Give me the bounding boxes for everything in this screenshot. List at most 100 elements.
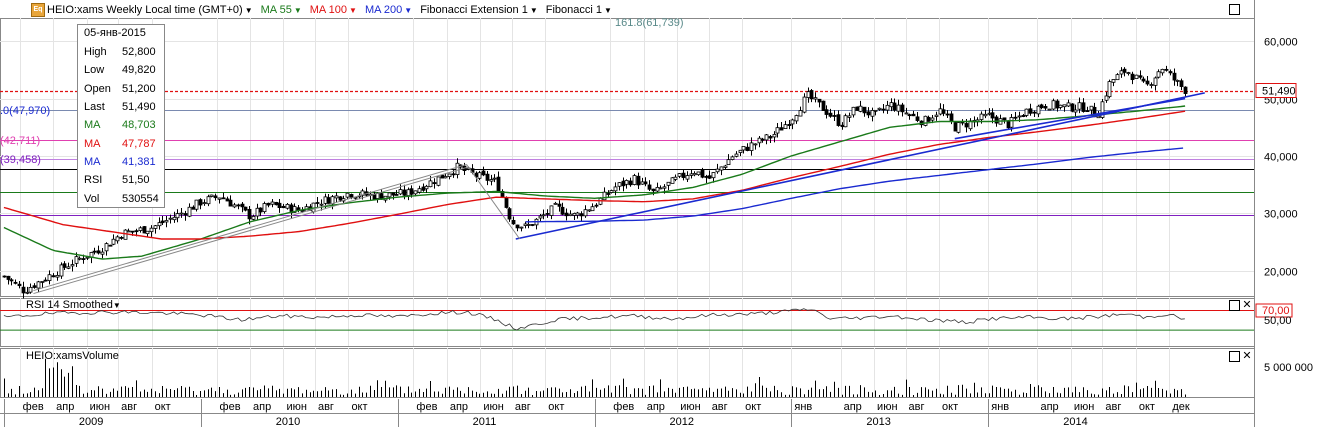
- rsi-layer: [0, 308, 1254, 331]
- candle-body: [345, 192, 350, 198]
- chart-header: Eq HEIO:xams Weekly Local time (GMT+0) ▼…: [28, 2, 615, 18]
- volume-layer: [4, 358, 1186, 397]
- candle-body: [809, 90, 814, 100]
- candle-body: [323, 196, 328, 204]
- candle-body: [760, 138, 765, 141]
- candle-body: [877, 107, 882, 110]
- candle-body: [32, 285, 37, 288]
- candle-body: [1043, 106, 1048, 109]
- candle-body: [538, 215, 543, 219]
- info-value: 51,50: [122, 174, 150, 187]
- instrument-menu[interactable]: Eq HEIO:xams Weekly Local time (GMT+0) ▼: [28, 3, 256, 17]
- candle-body: [813, 97, 818, 100]
- candle-body: [504, 197, 509, 208]
- maximize-volume-panel-button[interactable]: [1229, 351, 1240, 362]
- candle-body: [1134, 74, 1139, 79]
- fibonacci-menu[interactable]: Fibonacci 1 ▼: [543, 4, 615, 16]
- candle-body: [821, 100, 826, 111]
- candle-body: [191, 206, 196, 210]
- candle-body: [1183, 86, 1188, 94]
- close-rsi-panel-icon[interactable]: ✕: [1242, 299, 1252, 311]
- candle-body: [1073, 109, 1078, 113]
- candle-body: [1096, 115, 1101, 119]
- candle-body: [447, 173, 452, 177]
- candle-body: [232, 204, 237, 208]
- candle-body: [1009, 117, 1014, 128]
- candle-body: [787, 124, 792, 126]
- candle-body: [519, 226, 524, 229]
- candle-body: [707, 175, 712, 179]
- candle-body: [1164, 68, 1169, 71]
- candle-body: [443, 176, 448, 179]
- candle-body: [1126, 72, 1131, 74]
- candle-body: [730, 156, 735, 160]
- info-key: Low: [84, 64, 105, 77]
- rsi-title[interactable]: RSI 14 Smoothed▼: [26, 299, 121, 311]
- ma55-menu[interactable]: MA 55 ▼: [258, 4, 305, 16]
- ma100-menu[interactable]: MA 100 ▼: [307, 4, 360, 16]
- candle-body: [621, 180, 626, 187]
- candle-body: [636, 175, 641, 186]
- candle-body: [43, 279, 48, 282]
- info-row: MA 48,703: [78, 116, 164, 134]
- candle-body: [624, 180, 629, 185]
- candle-body: [47, 274, 52, 281]
- x-month-label: фев: [220, 401, 241, 413]
- candle-body: [40, 281, 45, 283]
- info-key: MA: [84, 155, 101, 168]
- maximize-main-panel-button[interactable]: [1229, 4, 1240, 15]
- candle-body: [715, 168, 720, 173]
- candle-body: [1115, 74, 1120, 81]
- y-tick-label: 60,000: [1264, 37, 1298, 49]
- ma200-menu[interactable]: MA 200 ▼: [362, 4, 415, 16]
- x-month-label: апр: [1040, 401, 1058, 413]
- candle-body: [1028, 108, 1033, 114]
- candle-body: [775, 127, 780, 134]
- panel-frame: [0, 348, 1255, 398]
- candle-body: [790, 119, 795, 125]
- close-volume-panel-icon[interactable]: ✕: [1242, 350, 1252, 362]
- candle-body: [662, 186, 667, 189]
- candle-body: [885, 104, 890, 111]
- candle-body: [692, 173, 697, 176]
- candle-body: [334, 195, 339, 199]
- candle-body: [568, 213, 573, 217]
- candle-body: [236, 204, 241, 207]
- candle-body: [436, 176, 441, 186]
- info-value: 41,381: [122, 155, 156, 168]
- candle-body: [738, 149, 743, 153]
- ma-line-ma-200: [525, 147, 1184, 223]
- candle-body: [134, 230, 139, 233]
- candle-body: [1100, 101, 1105, 118]
- candle-body: [451, 173, 456, 176]
- info-key: Last: [84, 101, 105, 114]
- info-value: 51,490: [122, 101, 156, 114]
- x-month-label: янв: [794, 401, 812, 413]
- candle-body: [25, 291, 30, 294]
- info-value: 52,800: [122, 46, 156, 59]
- candle-body: [153, 225, 158, 229]
- candle-body: [1145, 80, 1150, 85]
- info-date: 05-янв-2015: [84, 27, 146, 39]
- moving-averages-layer: [3, 105, 1186, 260]
- candle-body: [602, 191, 607, 201]
- y-tick-label: 40,000: [1264, 152, 1298, 164]
- x-month-label: окт: [351, 401, 367, 413]
- candle-body: [240, 203, 245, 208]
- trendline: [515, 92, 1205, 240]
- candle-body: [428, 180, 433, 188]
- candle-body: [270, 201, 275, 205]
- candle-body: [1149, 84, 1154, 86]
- fib-extension-menu[interactable]: Fibonacci Extension 1 ▼: [417, 4, 541, 16]
- x-month-label: авг: [909, 401, 925, 413]
- volume-title: HEIO:xamsVolume: [26, 350, 119, 362]
- dropdown-arrow-icon: ▼: [244, 5, 253, 15]
- candle-body: [477, 172, 482, 179]
- candle-body: [179, 212, 184, 215]
- candle-body: [417, 188, 422, 193]
- maximize-rsi-panel-button[interactable]: [1229, 300, 1240, 311]
- candle-body: [111, 238, 116, 245]
- info-row: RSI 51,50: [78, 171, 164, 189]
